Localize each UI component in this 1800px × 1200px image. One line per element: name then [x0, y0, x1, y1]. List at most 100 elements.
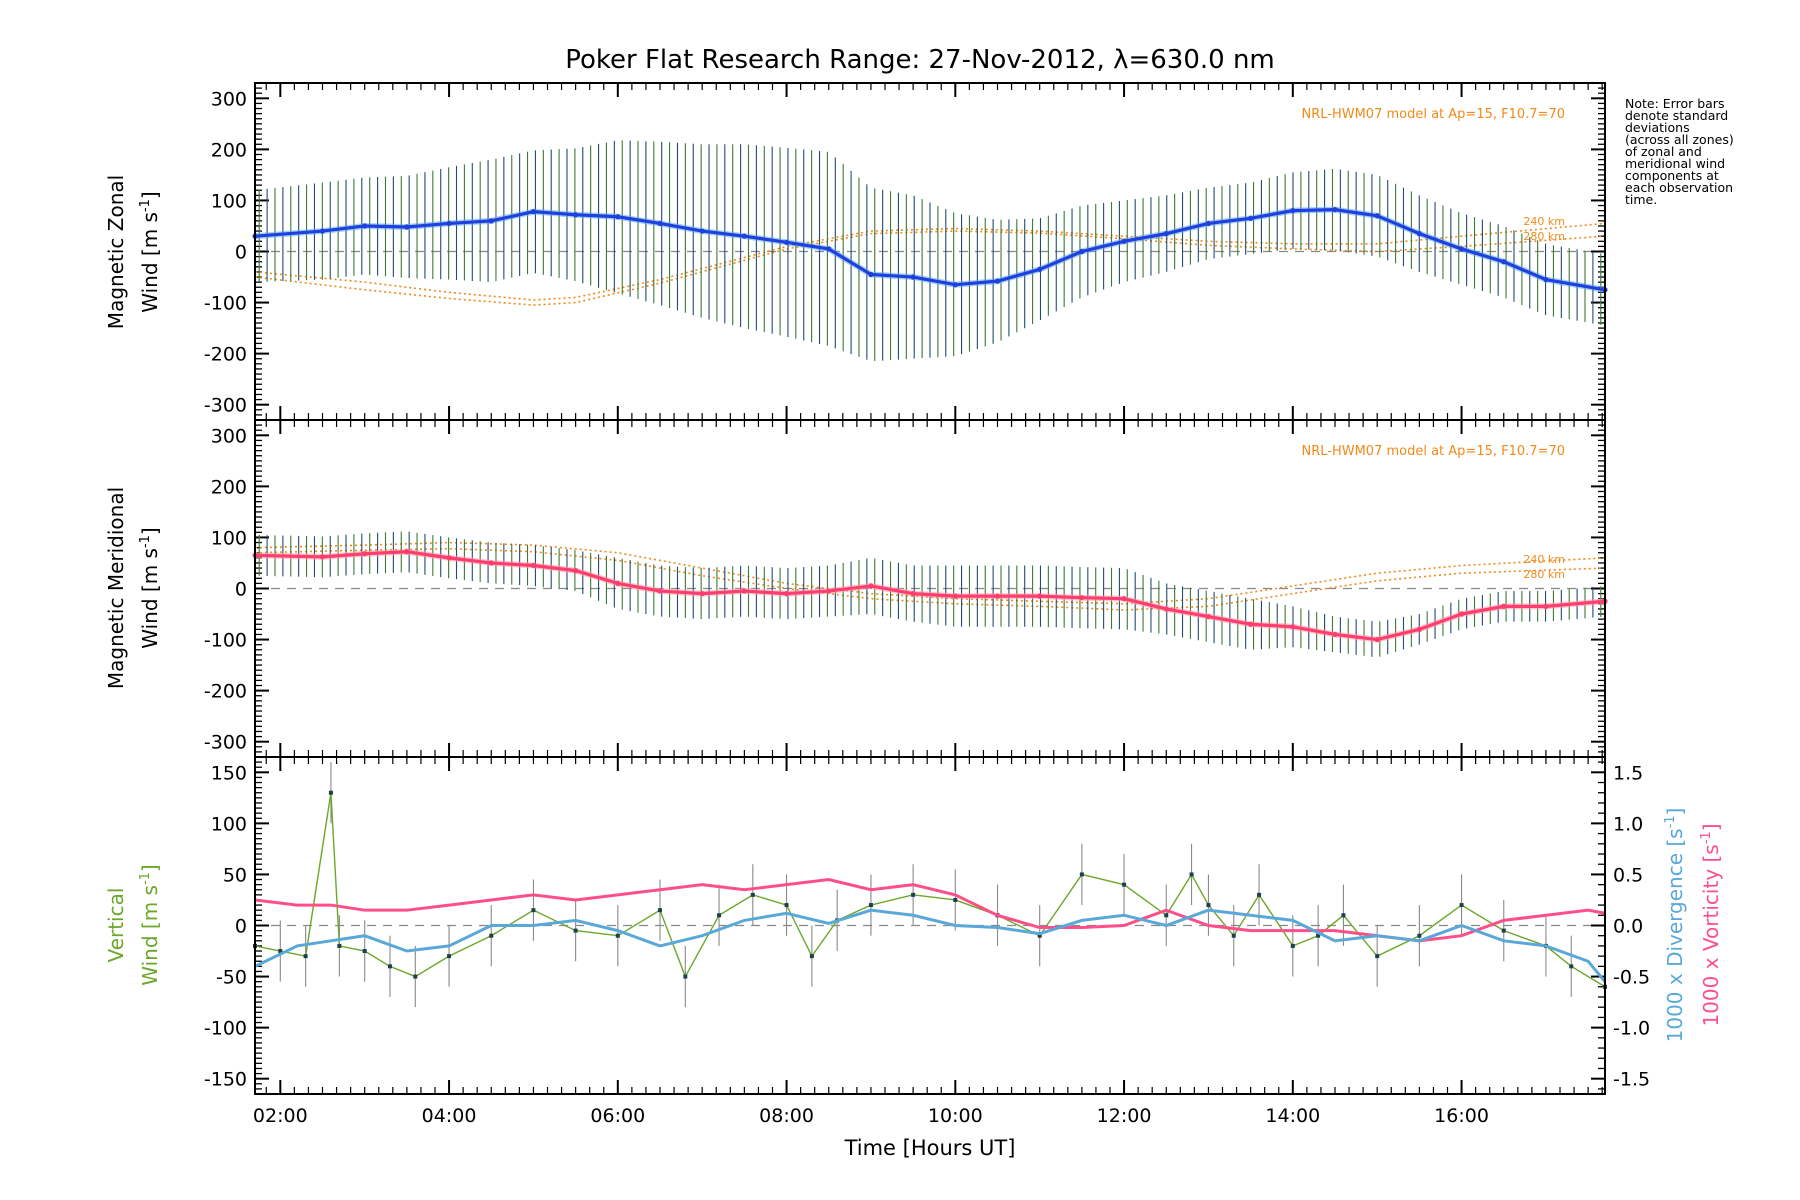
panel-zonal-data-point: [404, 224, 410, 230]
panel-zonal-model-curve-1: [254, 230, 1606, 306]
panel-vertical-vertical-wind-point: [1037, 933, 1042, 938]
panel-meridional-ytick-label-0: -300: [204, 732, 247, 754]
note-line-7: each observation: [1625, 180, 1733, 195]
panel-vertical-vertical-wind-point: [413, 974, 418, 979]
panel-meridional-ytick-label-3: 0: [235, 579, 247, 601]
panel-meridional-data-point: [1458, 611, 1465, 617]
panel-vertical-vertical-wind-point: [278, 949, 283, 954]
panel-zonal-data-point: [1332, 207, 1338, 213]
panel-vertical-vertical-wind-line: [254, 792, 1606, 988]
panel-vertical-frame: [254, 756, 1606, 1095]
panel-vertical-vertical-wind-point: [388, 964, 392, 969]
panel-meridional-data-point: [1290, 624, 1296, 630]
panel-meridional-data-point: [1037, 593, 1043, 599]
panel-meridional-data-point: [1416, 626, 1422, 632]
panel-meridional-data-point: [1332, 631, 1338, 638]
panel-zonal-data-point: [994, 278, 1001, 284]
note-line-3: (across all zones): [1625, 132, 1734, 147]
panel-meridional-data-point: [446, 555, 452, 561]
panel-vertical-vertical-wind-point: [1417, 933, 1422, 938]
panel-zonal-ytick-label-2: -100: [204, 293, 247, 315]
panel-zonal-alt-240: 240 km: [1523, 215, 1565, 228]
panel-zonal-data-point: [615, 214, 621, 220]
panel-zonal-data-point: [1079, 248, 1085, 255]
panel-vertical-ytick-label-2: -50: [216, 967, 247, 989]
panel-vertical-vertical-wind-point: [750, 892, 755, 897]
panel-zonal-data-point: [1290, 208, 1296, 214]
panel-zonal-ytick-label-5: 200: [211, 139, 247, 161]
panel-vertical-y2tick-label-6: 1.5: [1613, 762, 1643, 784]
panel-meridional-data-point: [488, 560, 494, 566]
panel-meridional-data-point: [1163, 606, 1169, 612]
panel-meridional-mean-line: [254, 550, 1606, 642]
panel-zonal-ytick-label-1: -200: [204, 344, 247, 366]
panel-vertical-y2tick-label-3: 0.0: [1613, 916, 1643, 938]
panel-zonal-data-point: [362, 223, 368, 229]
panel-vertical-vertical-wind-point: [1290, 943, 1295, 948]
panel-vertical-y2tick-label-0: -1.5: [1613, 1069, 1650, 1091]
panel-vertical-vertical-wind-point: [1501, 928, 1506, 933]
panel-vertical-vertical-wind-point: [489, 933, 494, 938]
panel-meridional-data-point: [319, 554, 326, 560]
panel-zonal-data-point: [1037, 266, 1043, 272]
panel-zonal-model-label: NRL-HWM07 model at Ap=15, F10.7=70: [1302, 107, 1566, 122]
panel-vertical-vertical-wind-point: [1316, 933, 1321, 938]
panel-vertical-vertical-wind-point: [784, 903, 789, 908]
panel-zonal-data-point: [868, 271, 874, 278]
panel-meridional-data-point: [1248, 621, 1254, 627]
panel-vertical-vertical-wind-point: [1122, 882, 1127, 887]
panel-vertical-ytick-label-6: 150: [211, 762, 247, 784]
panel-vertical-vertical-wind-point: [1206, 903, 1211, 908]
note-line-1: denote standard: [1625, 108, 1728, 123]
panel-vertical: -150 -100 -50 0 50 100 150 -1.5 -1.0 -0.5 0.0 0.5 1.…: [104, 756, 1723, 1127]
panel-meridional-ytick-label-4: 100: [211, 527, 247, 549]
panel-zonal-data-point: [910, 274, 916, 280]
panel-zonal-data-point: [319, 228, 326, 234]
panel-zonal: -300 -200 -100 0 100 200 300 Magnetic Zonal Wi…: [104, 82, 1608, 421]
panel-vertical-y2tick-label-5: 1.0: [1613, 813, 1643, 835]
panel-zonal-data-point: [657, 220, 663, 227]
panel-meridional-data-point: [1205, 613, 1212, 620]
panel-meridional-data-point: [530, 562, 537, 569]
panel-zonal-data-point: [826, 246, 832, 252]
panel-vertical-vertical-wind-point: [615, 933, 620, 938]
panel-meridional-data-point: [404, 549, 410, 555]
panel-vertical-vertical-wind-point: [573, 928, 578, 933]
panel-zonal-alt-280: 280 km: [1523, 230, 1565, 243]
panel-zonal-data-point: [1163, 231, 1169, 237]
panel-meridional-model-curve-0: [254, 541, 1606, 605]
panel-zonal-data-point: [1501, 259, 1507, 265]
panel-vertical-ytick-label-0: -150: [204, 1069, 247, 1091]
panel-vertical-vertical-wind-point: [1375, 954, 1380, 959]
panel-vertical-y2label-divergence: 1000 x Divergence [s-1]: [1663, 808, 1687, 1043]
panel-vertical-vertical-wind-point: [683, 974, 688, 979]
panel-zonal-data-point: [1458, 246, 1465, 252]
panel-meridional-data-point: [994, 593, 1001, 599]
note-line-2: deviations: [1625, 120, 1690, 135]
panel-vertical-vertical-wind-point: [531, 908, 536, 913]
panel-meridional-alt-240: 240 km: [1523, 553, 1565, 566]
panel-vertical-vertical-wind-point: [809, 954, 814, 959]
panel-vertical-vertical-wind-point: [1164, 913, 1169, 918]
panel-vertical-y2tick-label-4: 0.5: [1613, 864, 1643, 886]
panel-zonal-mean-line: [254, 208, 1606, 292]
panel-meridional-data-point: [826, 588, 832, 594]
panel-zonal-data-point: [783, 239, 790, 245]
panel-zonal-data-point: [488, 218, 494, 224]
panel-vertical-ylabel-1: Vertical: [104, 888, 128, 963]
note-line-6: components at: [1625, 168, 1719, 183]
panel-meridional-alt-280: 280 km: [1523, 568, 1565, 581]
panel-vertical-vertical-wind-point: [303, 954, 308, 959]
panel-zonal-ytick-label-0: -300: [204, 395, 247, 417]
x-tick-label-5: 12:00: [1097, 1105, 1152, 1127]
panel-zonal-ytick-label-6: 300: [211, 88, 247, 110]
panel-meridional-data-point: [910, 591, 916, 597]
panel-vertical-vertical-wind-point: [1569, 964, 1574, 969]
panel-zonal-data-point: [741, 233, 747, 239]
panel-vertical-vertical-wind-point: [868, 903, 873, 908]
panel-vertical-y2tick-label-1: -1.0: [1613, 1018, 1650, 1040]
panel-vertical-divergence-line: [254, 908, 1607, 983]
panel-meridional-ylabel-2: Wind [m s-1]: [138, 527, 162, 648]
panel-zonal-data-point: [1543, 276, 1549, 283]
